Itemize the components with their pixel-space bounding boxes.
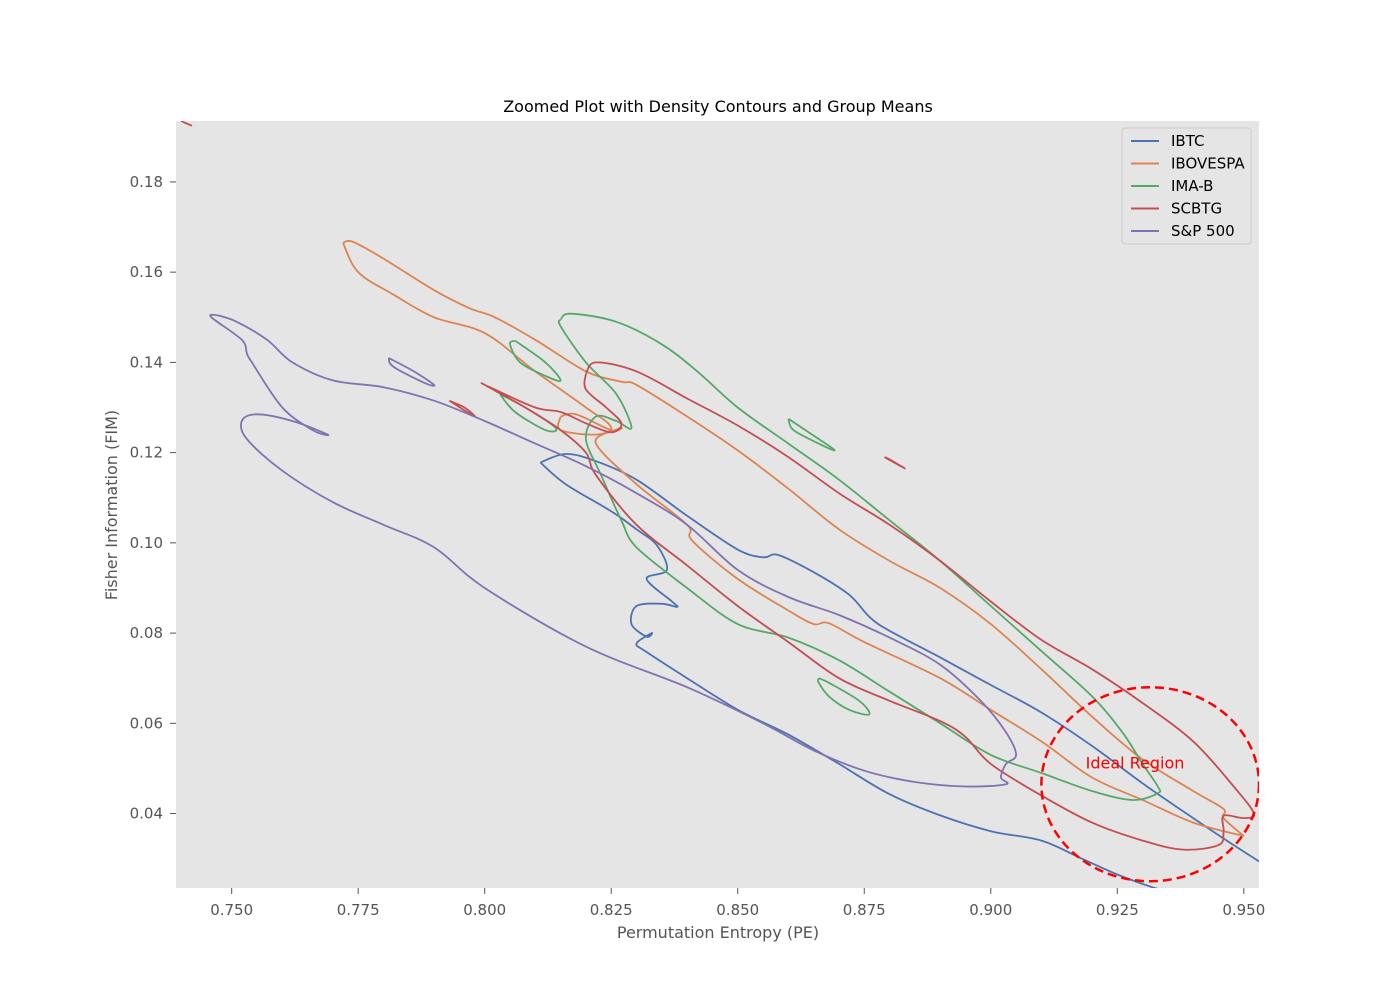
contour-line-ima-b: [509, 339, 562, 382]
contour-line-ibovespa: [342, 240, 1245, 837]
contour-line-ibtc: [540, 453, 1259, 863]
y-tick-label: 0.04: [130, 805, 163, 823]
x-tick-label: 0.825: [590, 901, 633, 919]
y-tick-label: 0.10: [130, 534, 163, 552]
contour-line-scbtg: [884, 456, 906, 470]
contour-line-ima-b: [557, 312, 1162, 801]
contour-line-ima-b: [787, 418, 836, 452]
contour-line-s-p-500: [209, 313, 1017, 788]
series-s-p-500: [209, 313, 1017, 788]
ideal-region-circle: [1040, 686, 1259, 883]
x-axis: 0.750 0.775 0.800 0.825 0.850 0.875 0.900 0.925…: [210, 888, 1265, 919]
contour-line-ibtc: [539, 461, 1158, 888]
contour-line-ibovespa: [342, 242, 1245, 837]
y-tick-label: 0.08: [130, 624, 163, 642]
legend-label-ibovespa: IBOVESPA: [1171, 155, 1245, 173]
y-tick-label: 0.14: [130, 353, 163, 371]
y-tick-label: 0.06: [130, 714, 163, 732]
y-tick-label: 0.18: [130, 173, 163, 191]
x-axis-label: Permutation Entropy (PE): [617, 923, 819, 942]
legend-label-ibtc: IBTC: [1171, 132, 1204, 150]
x-tick-label: 0.925: [1096, 901, 1139, 919]
ideal-region-label: Ideal Region: [1086, 753, 1185, 772]
y-tick-label: 0.12: [130, 444, 163, 462]
x-tick-label: 0.775: [337, 901, 380, 919]
y-axis-label: Fisher Information (FIM): [102, 410, 121, 600]
legend: IBTC IBOVESPA IMA-B SCBTG S&P 500: [1121, 127, 1252, 245]
x-tick-label: 0.900: [969, 901, 1012, 919]
contour-line-scbtg: [180, 121, 193, 127]
legend-label-scbtg: SCBTG: [1171, 200, 1222, 218]
series-ibtc: [539, 453, 1259, 888]
x-tick-label: 0.800: [463, 901, 506, 919]
legend-label-s-p-500: S&P 500: [1171, 222, 1235, 240]
y-tick-label: 0.16: [130, 263, 163, 281]
x-tick-label: 0.875: [843, 901, 886, 919]
y-axis: 0.04 0.06 0.08 0.10 0.12 0.14 0.16 0.18: [130, 173, 176, 823]
x-tick-label: 0.750: [210, 901, 253, 919]
x-tick-label: 0.850: [716, 901, 759, 919]
legend-label-ima-b: IMA-B: [1171, 177, 1213, 195]
chart-title: Zoomed Plot with Density Contours and Gr…: [503, 97, 933, 116]
contour-line-scbtg: [448, 399, 476, 418]
contour-line-s-p-500: [387, 357, 436, 387]
x-tick-label: 0.950: [1222, 901, 1265, 919]
legend-box: [1121, 127, 1252, 245]
annotation-layer: Ideal Region: [1040, 686, 1259, 883]
series-ima-b: [499, 312, 1162, 801]
contour-line-ima-b: [817, 677, 871, 716]
plot-area: [176, 121, 1259, 888]
